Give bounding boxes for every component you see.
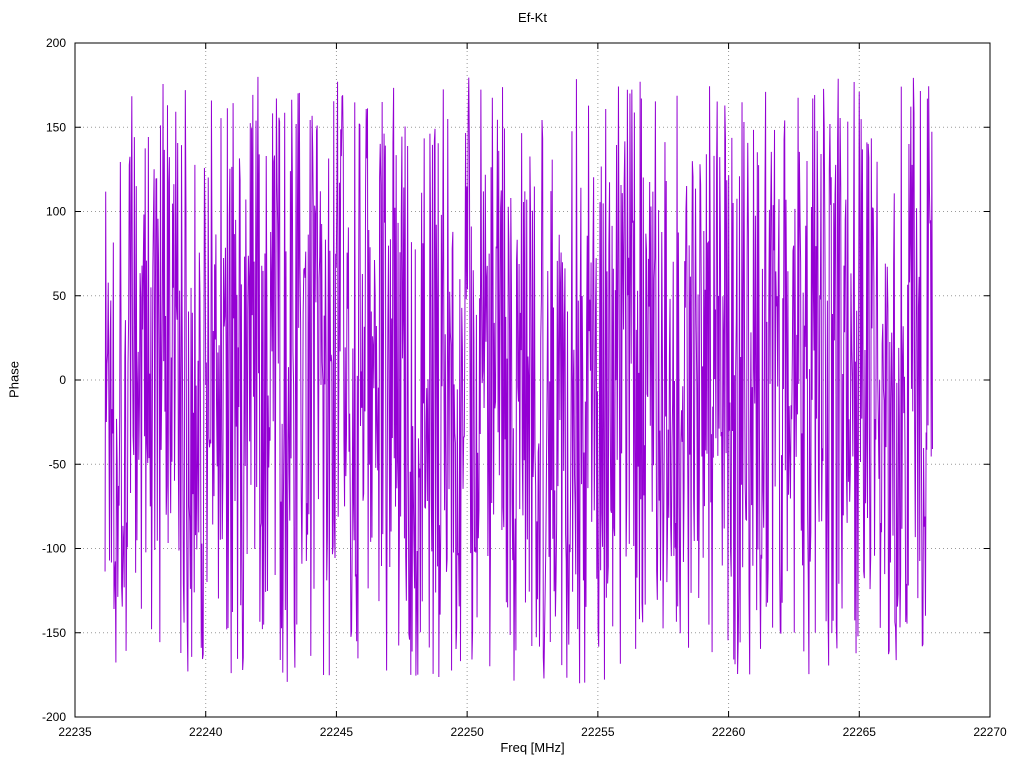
x-tick-label: 22260 [712,725,746,739]
y-tick-label: 50 [53,289,67,303]
y-tick-label: -150 [42,626,66,640]
x-axis-label: Freq [MHz] [500,740,565,755]
series-phase [104,76,933,684]
y-tick-label: -200 [42,710,66,724]
x-tick-label: 22245 [320,725,354,739]
x-tick-label: 22250 [450,725,484,739]
phase-series [104,76,933,684]
y-tick-label: 200 [46,36,66,50]
x-tick-label: 22255 [581,725,615,739]
y-tick-labels: -200 -150 -100 -50 0 50 100 150 200 [42,36,66,724]
x-tick-labels: 22235 22240 22245 22250 22255 22260 22265 22270 [58,725,1007,739]
x-tick-label: 22270 [973,725,1007,739]
tick-marks [74,42,991,718]
x-tick-label: 22235 [58,725,92,739]
x-tick-label: 22265 [843,725,877,739]
y-tick-label: 150 [46,120,66,134]
y-axis-label: Phase [6,361,22,398]
x-tick-label: 22240 [189,725,223,739]
chart-title: Ef-Kt [518,10,547,25]
y-tick-label: -50 [49,457,67,471]
y-tick-label: -100 [42,542,66,556]
y-tick-label: 0 [59,373,66,387]
y-tick-label: 100 [46,205,66,219]
